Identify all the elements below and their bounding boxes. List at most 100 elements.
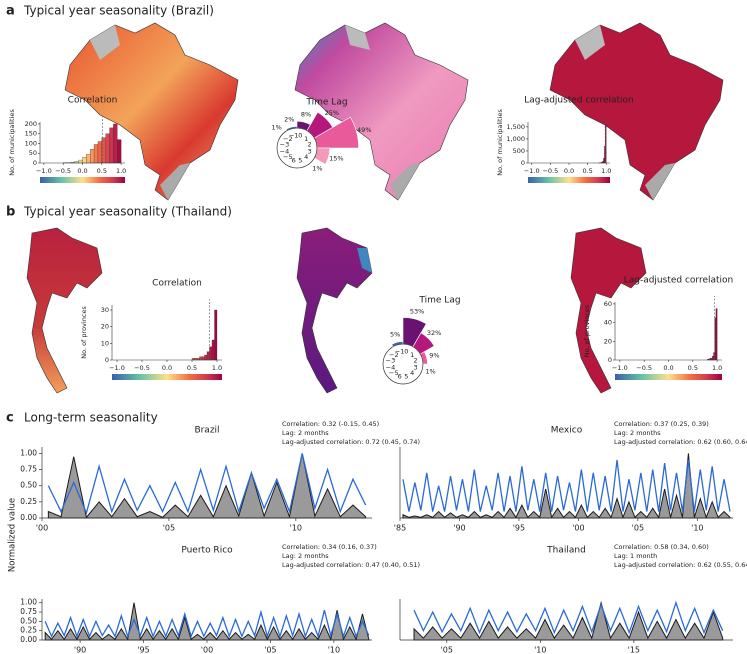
y-tick-label: 0.50	[20, 481, 37, 490]
panel-letter: b	[6, 205, 15, 220]
lag-label: 4	[410, 369, 414, 377]
annotation: Lag-adjusted correlation: 0.72 (0.45, 0.…	[282, 438, 420, 446]
y-tick-label: 0	[33, 159, 37, 167]
chart-title: Thailand	[546, 546, 586, 556]
y-tick-label: 30	[101, 306, 109, 314]
annotation: Lag: 2 months	[282, 429, 329, 437]
series-line	[44, 609, 370, 639]
x-tick-label: 1.0	[601, 167, 611, 175]
x-tick-label: −1.0	[524, 167, 540, 175]
bar	[605, 124, 607, 164]
annotation: Correlation: 0.37 (0.25, 0.39)	[614, 420, 709, 428]
lag-ring	[382, 343, 424, 385]
x-tick-label: 0.0	[77, 167, 87, 175]
y-tick-label: 1.00	[20, 598, 37, 607]
x-tick-label: '10	[328, 646, 340, 654]
y-tick-label: 1.00	[20, 448, 37, 457]
x-tick-label: '90	[74, 646, 86, 654]
lag-label: 2	[413, 357, 417, 365]
series-line	[413, 600, 724, 635]
x-tick-label: 0.5	[97, 167, 107, 175]
y-tick-label: 0.00	[20, 635, 37, 644]
value-label: 25%	[325, 109, 339, 117]
lag-label: 2	[307, 141, 311, 149]
x-tick-label: '10	[691, 524, 703, 533]
y-axis-label: No. of provinces	[80, 306, 88, 359]
x-tick-label: '10	[534, 646, 546, 654]
colorbar	[528, 177, 610, 183]
lag-label: 1	[304, 135, 308, 143]
map-thailand-correlation	[26, 227, 103, 394]
y-tick-label: 500	[513, 147, 525, 155]
value-label: 1%	[312, 164, 322, 172]
annotation: Lag-adjusted correlation: 0.62 (0.55, 0.…	[614, 561, 747, 569]
series-area	[47, 453, 367, 519]
bar	[712, 356, 714, 361]
x-tick-label: 0.5	[187, 364, 197, 372]
lag-label: 3	[413, 363, 417, 371]
x-tick-label: '00	[572, 524, 584, 533]
bar	[82, 156, 87, 164]
annotation: Lag: 1 month	[614, 552, 657, 560]
lag-label: 1	[410, 351, 414, 359]
lag-label: −4	[280, 147, 290, 155]
colorbar	[112, 374, 222, 380]
lag-label: 4	[304, 153, 308, 161]
y-axis-label: No. of municipalities	[496, 109, 504, 176]
x-tick-label: '05	[264, 646, 276, 654]
y-tick-label: 100	[25, 139, 37, 147]
bar	[209, 346, 213, 361]
y-tick-label: 0.25	[20, 626, 37, 635]
chart-title: Correlation	[68, 96, 118, 106]
value-label: 49%	[357, 126, 371, 134]
value-label: 9%	[429, 352, 439, 360]
panel-title: Long-term seasonality	[24, 411, 158, 425]
annotation: Lag: 2 months	[282, 552, 329, 560]
value-label: 1%	[425, 367, 435, 375]
map-thailand-lag	[296, 227, 373, 394]
bar	[201, 356, 205, 361]
y-tick-label: 0	[608, 356, 612, 364]
bar	[206, 351, 210, 361]
x-tick-label: −1.0	[36, 167, 52, 175]
lag-label: −3	[386, 357, 396, 365]
lag-ring	[276, 127, 318, 169]
y-tick-label: 10	[101, 339, 109, 347]
lag-label: 6	[292, 157, 296, 165]
lag-label: −1	[289, 131, 299, 139]
y-tick-label: 40	[604, 319, 612, 327]
y-tick-label: 0	[521, 159, 525, 167]
y-tick-label: 0.75	[20, 465, 37, 474]
bar	[211, 339, 215, 361]
chart-title: Mexico	[551, 426, 583, 436]
map-brazil-lag-adjusted	[549, 22, 724, 201]
value-label: 2%	[284, 115, 294, 123]
series-line	[402, 459, 731, 512]
y-tick-label: 20	[101, 323, 109, 331]
lag-label: −5	[283, 153, 293, 161]
y-tick-label: 1,500	[506, 123, 525, 131]
lag-label: −3	[280, 141, 290, 149]
lag-label: 5	[404, 373, 408, 381]
value-label: 53%	[410, 307, 424, 315]
series-area	[413, 600, 724, 641]
series-area	[44, 602, 370, 641]
y-tick-label: 0.25	[20, 497, 37, 506]
annotation: Correlation: 0.32 (-0.15, 0.45)	[282, 420, 379, 428]
panel-letter: c	[6, 411, 14, 426]
bar	[109, 127, 114, 164]
x-tick-label: 0.5	[582, 167, 592, 175]
y-tick-label: 150	[25, 130, 37, 138]
x-tick-label: 1.0	[712, 364, 722, 372]
lag-label: −2	[283, 135, 293, 143]
bar	[86, 154, 91, 164]
x-tick-label: −1.0	[612, 364, 628, 372]
chart-title: Lag-adjusted correlation	[524, 96, 634, 106]
y-tick-label: 20	[604, 337, 612, 345]
y-axis-label: No. of municipalities	[8, 109, 16, 176]
y-tick-label: 0.00	[20, 513, 37, 522]
bar	[715, 308, 718, 361]
annotation: Lag: 2 months	[614, 429, 661, 437]
x-tick-label: '95	[513, 524, 525, 533]
